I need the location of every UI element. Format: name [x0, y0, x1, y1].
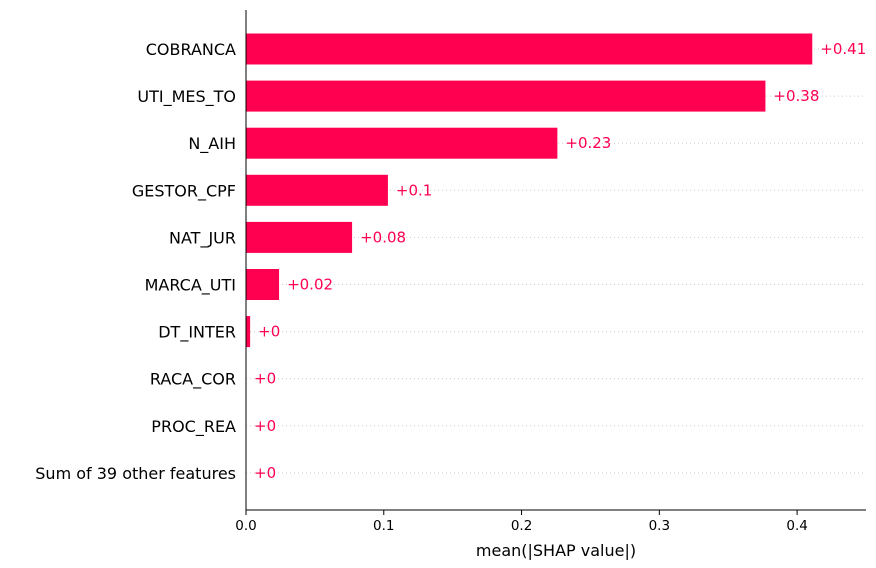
bar: [246, 221, 353, 253]
category-label: MARCA_UTI: [145, 276, 236, 296]
x-axis-title: mean(|SHAP value|): [476, 541, 636, 560]
gridlines: [246, 48, 866, 474]
x-tick-label: 0.4: [786, 518, 807, 534]
category-label: DT_INTER: [158, 323, 236, 343]
x-tick-label: 0.0: [235, 518, 256, 534]
data-label: +0.38: [773, 87, 819, 105]
category-label: NAT_JUR: [169, 228, 236, 248]
data-label: +0: [258, 323, 280, 341]
category-label: UTI_MES_TO: [137, 87, 236, 107]
bar: [246, 316, 251, 348]
data-label: +0.23: [565, 134, 611, 152]
data-label: +0.08: [360, 228, 406, 246]
data-label: +0.41: [820, 40, 866, 58]
bar: [246, 127, 558, 159]
x-ticks: 0.0 0.1 0.2 0.3 0.4: [235, 510, 808, 534]
x-tick-label: 0.2: [511, 518, 532, 534]
bars: [246, 33, 813, 348]
data-label: +0.02: [287, 276, 333, 294]
bar: [246, 174, 388, 206]
data-labels: +0.41 +0.38 +0.23 +0.1 +0.08 +0.02 +0 +0 +0 +0: [254, 40, 866, 482]
category-label: RACA_COR: [150, 370, 236, 390]
category-label: Sum of 39 other features: [35, 464, 236, 483]
bar: [246, 80, 766, 112]
category-label: GESTOR_CPF: [132, 181, 236, 201]
x-tick-label: 0.3: [649, 518, 670, 534]
bar: [246, 269, 280, 300]
data-label: +0: [254, 417, 276, 435]
data-label: +0: [254, 464, 276, 482]
data-label: +0: [254, 370, 276, 388]
data-label: +0.1: [396, 181, 432, 199]
bar: [246, 33, 813, 65]
category-label: N_AIH: [188, 134, 236, 154]
category-label: COBRANCA: [146, 40, 236, 59]
x-tick-label: 0.1: [373, 518, 394, 534]
category-label: PROC_REA: [151, 417, 236, 437]
category-labels: COBRANCA UTI_MES_TO N_AIH GESTOR_CPF NAT_JUR…: [35, 40, 236, 483]
